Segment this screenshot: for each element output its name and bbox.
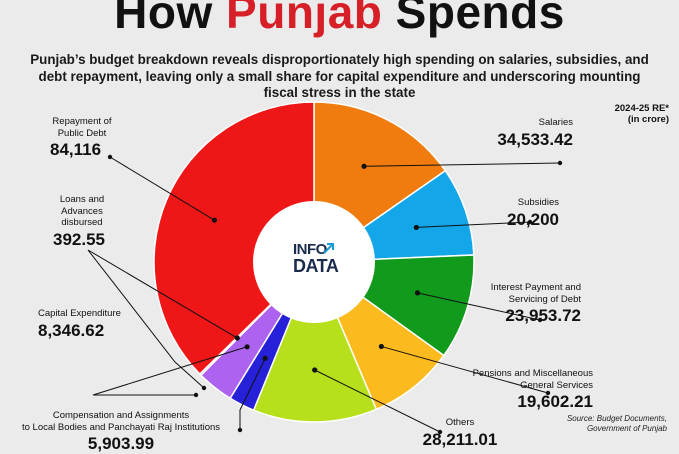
leader-lines-group	[87, 154, 563, 435]
page-title: How Punjab Spends	[0, 0, 679, 38]
slice-value: 19,602.21	[517, 392, 593, 411]
slice-name-1: Repayment of	[52, 116, 112, 127]
slice-name-1: Pensions and Miscellaneous	[472, 368, 593, 379]
slice-value: 8,346.62	[38, 320, 105, 340]
leader-line	[87, 249, 238, 389]
leader-line	[314, 369, 441, 433]
leader-end-dot	[527, 219, 533, 225]
slice-name-1: Compensation and Assignments	[52, 410, 190, 421]
title-part-1: How	[114, 0, 227, 38]
slice-name-2: Advances	[61, 205, 103, 217]
leader-line	[364, 162, 561, 167]
leader-line	[416, 221, 531, 228]
slice-name-3: disbursed	[61, 217, 103, 228]
logo-line-2: DATA	[293, 256, 339, 276]
source-line-2: Government of Punjab	[586, 424, 667, 433]
pie-slice-others	[252, 260, 378, 423]
slice-value: 392.55	[53, 229, 105, 249]
leader-line	[381, 345, 549, 394]
leader-end-dot	[193, 392, 199, 398]
leader-line	[92, 346, 248, 396]
slice-value: 23,953.72	[505, 306, 581, 325]
slice-name-1: Interest Payment and	[490, 282, 581, 293]
subtitle: Punjab’s budget breakdown reveals dispro…	[30, 52, 649, 100]
arrow-icon	[323, 243, 334, 254]
pie-slice-repayment-of-public-debt	[153, 101, 315, 376]
period-label: 2024-25 RE*	[614, 103, 669, 114]
slice-name-2: Servicing of Debt	[508, 293, 581, 305]
slice-value: 5,903.99	[87, 434, 155, 453]
leader-end-dot	[237, 427, 243, 433]
slice-value: 20,200	[507, 209, 559, 229]
period-note: 2024-25 RE* (in crore)	[579, 103, 669, 125]
leader-end-dot	[545, 390, 551, 396]
title-highlight: Punjab	[226, 0, 383, 38]
slice-name: Salaries	[538, 117, 573, 128]
source-line-1: Source: Budget Documents,	[566, 414, 667, 423]
leader-line	[417, 292, 541, 321]
label-compensation: Compensation and Assignments to Local Bo…	[0, 410, 242, 454]
label-interest: Interest Payment and Servicing of Debt 2…	[491, 282, 581, 326]
slice-value: 84,116	[50, 140, 102, 159]
infodata-logo: INFO DATA	[279, 227, 349, 297]
label-pensions: Pensions and Miscellaneous General Servi…	[473, 368, 593, 412]
unit-label: (in crore)	[627, 114, 669, 125]
leader-end-dot	[537, 317, 543, 323]
slice-name: Others	[445, 417, 475, 428]
leader-line	[109, 156, 215, 221]
label-salaries: Salaries 34,533.42	[497, 117, 573, 150]
leader-end-dot	[107, 154, 113, 160]
slice-value: 28,211.01	[422, 429, 498, 449]
leader-line	[239, 358, 266, 430]
slice-value: 34,533.42	[497, 129, 573, 149]
label-repayment: Repayment of Public Debt 84,116	[22, 116, 142, 160]
label-subsidies: Subsidies 20,200	[507, 197, 559, 230]
leader-end-dot	[201, 385, 207, 391]
source-note: Source: Budget Documents, Government of …	[537, 414, 667, 434]
leader-end-dot	[437, 429, 443, 435]
slice-name-1: Loans and	[59, 194, 105, 205]
slice-name-2: to Local Bodies and Panchayati Raj Insti…	[21, 421, 221, 433]
label-capital: Capital Expenditure 8,346.62	[38, 308, 121, 341]
slice-name: Subsidies	[517, 197, 559, 208]
donut-hole	[253, 201, 375, 323]
logo-line-1: INFO	[293, 241, 327, 258]
slice-name-2: Public Debt	[57, 127, 107, 139]
slice-name-2: General Services	[520, 379, 593, 391]
label-others: Others 28,211.01	[400, 417, 520, 450]
title-part-2: Spends	[382, 0, 565, 38]
leader-end-dot	[557, 160, 563, 166]
label-loans: Loans and Advances disbursed 392.55	[22, 194, 142, 250]
slice-name: Capital Expenditure	[38, 308, 121, 319]
